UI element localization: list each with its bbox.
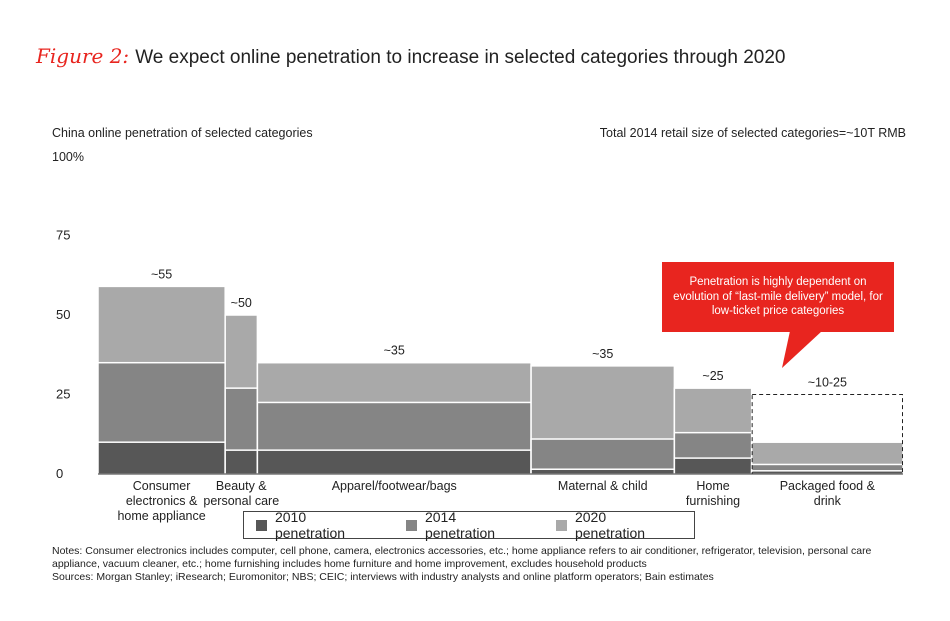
page-title: Figure 2: We expect online penetration to… [36, 44, 785, 69]
cat-2-top-label: ~35 [384, 344, 405, 358]
cat-3-top-label: ~35 [592, 347, 613, 361]
callout-pointer [782, 331, 822, 368]
notes: Notes: Consumer electronics includes com… [52, 545, 912, 584]
legend-label-2010: 2010 penetration [274, 509, 346, 541]
legend-item-2010: 2010 penetration [256, 509, 380, 541]
cat-1-top-label: ~50 [231, 296, 252, 310]
legend: 2010 penetration 2014 penetration 2020 p… [243, 509, 695, 541]
cat-2-bar-2010 [256, 449, 532, 475]
cat-1-bar-2010 [224, 449, 259, 475]
cat-5-label-line-0: Packaged food & [780, 479, 876, 493]
cat-3-bar-2014 [530, 438, 676, 475]
y-axis-label: China online penetration of selected cat… [52, 126, 313, 140]
ytick-label-25: 25 [56, 387, 70, 402]
ytick-100: 100% [52, 150, 84, 164]
legend-label-2014: 2014 penetration [424, 509, 496, 541]
cat-4-top-label: ~25 [702, 369, 723, 383]
cat-1-label-line-1: personal care [203, 494, 279, 508]
legend-swatch-2014 [406, 519, 417, 531]
notes-text: Notes: Consumer electronics includes com… [52, 545, 872, 571]
legend-label-2020: 2020 penetration [574, 509, 646, 541]
cat-0-label-line-2: home appliance [117, 509, 205, 523]
sources-text: Sources: Morgan Stanley; iResearch; Euro… [52, 571, 714, 584]
cat-4-label-line-1: furnishing [686, 494, 740, 508]
cat-1-label-line-0: Beauty & [216, 479, 267, 493]
cat-0-bar-2010 [97, 441, 226, 475]
cat-2-label-line-0: Apparel/footwear/bags [332, 479, 457, 493]
cat-5-label-line-1: drink [814, 494, 842, 508]
legend-swatch-2010 [256, 519, 267, 531]
cat-5-range-box [751, 394, 903, 475]
title-text: We expect online penetration to increase… [135, 47, 786, 68]
callout-box: Penetration is highly dependent on evolu… [662, 262, 894, 332]
cat-3-bar-2010 [530, 468, 676, 475]
retail-size-note: Total 2014 retail size of selected categ… [599, 126, 906, 140]
cat-4-label-line-0: Home [696, 479, 729, 493]
cat-0-label-line-0: Consumer [133, 479, 191, 493]
cat-3-label-line-0: Maternal & child [558, 479, 648, 493]
cat-0-label-line-1: electronics & [126, 494, 198, 508]
callout-text: Penetration is highly dependent on evolu… [673, 275, 883, 318]
ytick-label-75: 75 [56, 228, 70, 243]
ytick-label-50: 50 [56, 307, 70, 322]
legend-item-2014: 2014 penetration [406, 509, 530, 541]
ytick-label-0: 0 [56, 466, 63, 481]
legend-item-2020: 2020 penetration [556, 509, 680, 541]
cat-5-top-label: ~10-25 [808, 376, 847, 390]
legend-swatch-2020 [556, 519, 567, 531]
cat-0-top-label: ~55 [151, 267, 172, 281]
figure-label: Figure 2: [36, 44, 130, 68]
cat-4-bar-2010 [673, 457, 753, 475]
